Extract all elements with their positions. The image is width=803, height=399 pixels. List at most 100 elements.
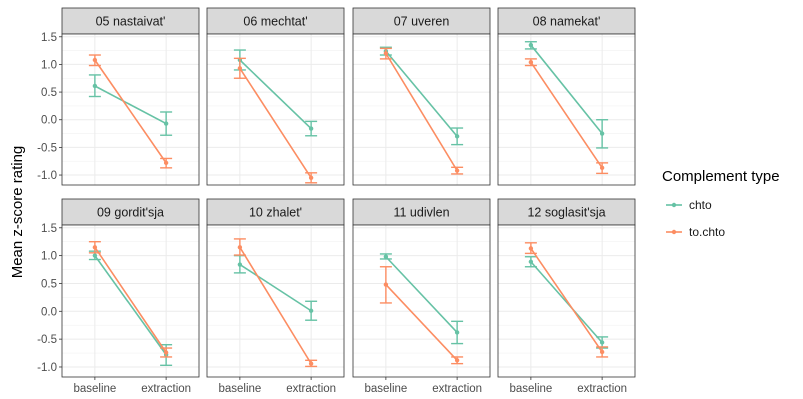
series-line [94,85,167,125]
data-point [308,175,314,181]
plot-background [353,225,490,377]
facet-panel: 07 uveren [352,7,491,186]
data-point [528,42,534,48]
series-to-chto [379,266,464,365]
axis-layer: Mean z-score rating 1.5 1.0 0.5 0.0 -0.5 -1.0… [9,32,627,395]
data-point [599,349,605,355]
facet-panel: 11 udivlen [352,198,491,378]
facet-title: 09 gordit'sja [97,206,164,220]
panel-border [206,33,345,186]
legend-label: chto [689,198,712,212]
facet-title: 05 nastaivat' [96,15,166,29]
data-point [237,245,243,250]
facet-strip [497,198,636,226]
series-line [239,67,312,179]
series-line [385,50,458,137]
facet-title: 10 zhalet' [249,206,302,220]
panel-border [206,224,345,378]
facet-title: 11 udivlen [393,206,449,220]
series-line [94,255,167,356]
legend: Complement type chto to.chto [662,168,780,239]
plot-background [207,34,344,185]
facet-title: 12 soglasit'sja [527,206,605,220]
y-tick-label: -1.0 [37,362,57,374]
series-line [94,59,167,164]
data-point [599,340,605,345]
y-tick-label: 0.0 [41,115,57,127]
panel-border [352,33,491,186]
y-tick-label: 0.0 [41,306,57,318]
series-line [385,52,458,172]
plot-background [207,225,344,377]
series-to-chto [524,58,609,175]
data-point [237,262,243,267]
series-line [239,246,312,365]
series-chto [524,41,609,149]
panel-border [61,224,200,378]
y-tick-label: 1.0 [41,251,57,263]
plot-background [498,34,635,185]
plot-background [353,34,490,185]
series-to-chto [379,47,464,175]
facet-panel: 05 nastaivat' [61,7,200,186]
panel-border [497,33,636,186]
data-point [599,131,605,136]
data-point [383,282,389,287]
x-tick-label: baseline [218,383,261,395]
panels-layer: 05 nastaivat' 06 mechtat' 07 uveren 08 name… [61,7,636,378]
facet-panel: 06 mechtat' [206,7,345,186]
x-tick-label: extraction [286,383,336,395]
facet-panel: 09 gordit'sja [61,198,200,378]
data-point [308,361,314,366]
y-tick-label: 0.5 [41,278,57,290]
series-line [530,247,603,353]
facet-strip [206,7,345,35]
legend-key-point [671,202,677,208]
facet-strip [61,7,200,35]
series-to-chto [233,238,318,368]
series-chto [379,46,464,146]
data-point [92,245,98,250]
data-point [92,83,98,89]
facet-panel: 10 zhalet' [206,198,345,378]
series-to-chto [88,54,173,169]
facet-panel: 08 namekat' [497,7,636,186]
data-point [528,259,534,264]
series-to-chto [233,57,318,184]
data-point [599,165,605,171]
y-tick-label: 1.0 [41,59,57,71]
y-tick-label: 0.5 [41,87,57,99]
series-line [239,59,312,130]
series-line [385,256,458,334]
series-line [530,261,603,344]
facet-strip [497,7,636,35]
y-tick-label: -1.0 [37,170,57,182]
facet-strip [352,7,491,35]
data-point [454,168,460,173]
series-chto [379,253,464,345]
series-to-chto [524,242,609,358]
legend-title: Complement type [662,168,780,185]
data-point [454,330,460,335]
data-point [308,308,314,313]
panel-border [352,224,491,378]
series-chto [233,254,318,321]
x-tick-label: extraction [577,383,627,395]
facet-title: 07 uveren [394,15,450,29]
data-point [454,358,460,363]
x-tick-label: baseline [73,383,116,395]
data-point [528,60,534,65]
panel-border [61,33,200,186]
x-tick-label: baseline [509,383,552,395]
data-point [92,57,98,63]
data-point [383,51,389,56]
series-chto [88,74,173,136]
legend-key-point [671,229,677,235]
series-line [530,61,603,169]
y-tick-label: -0.5 [37,142,57,154]
legend-entry-to-chto: to.chto [666,225,725,239]
series-line [530,44,603,135]
facet-strip [352,198,491,226]
series-to-chto [88,241,173,358]
facet-title: 08 namekat' [533,15,601,29]
